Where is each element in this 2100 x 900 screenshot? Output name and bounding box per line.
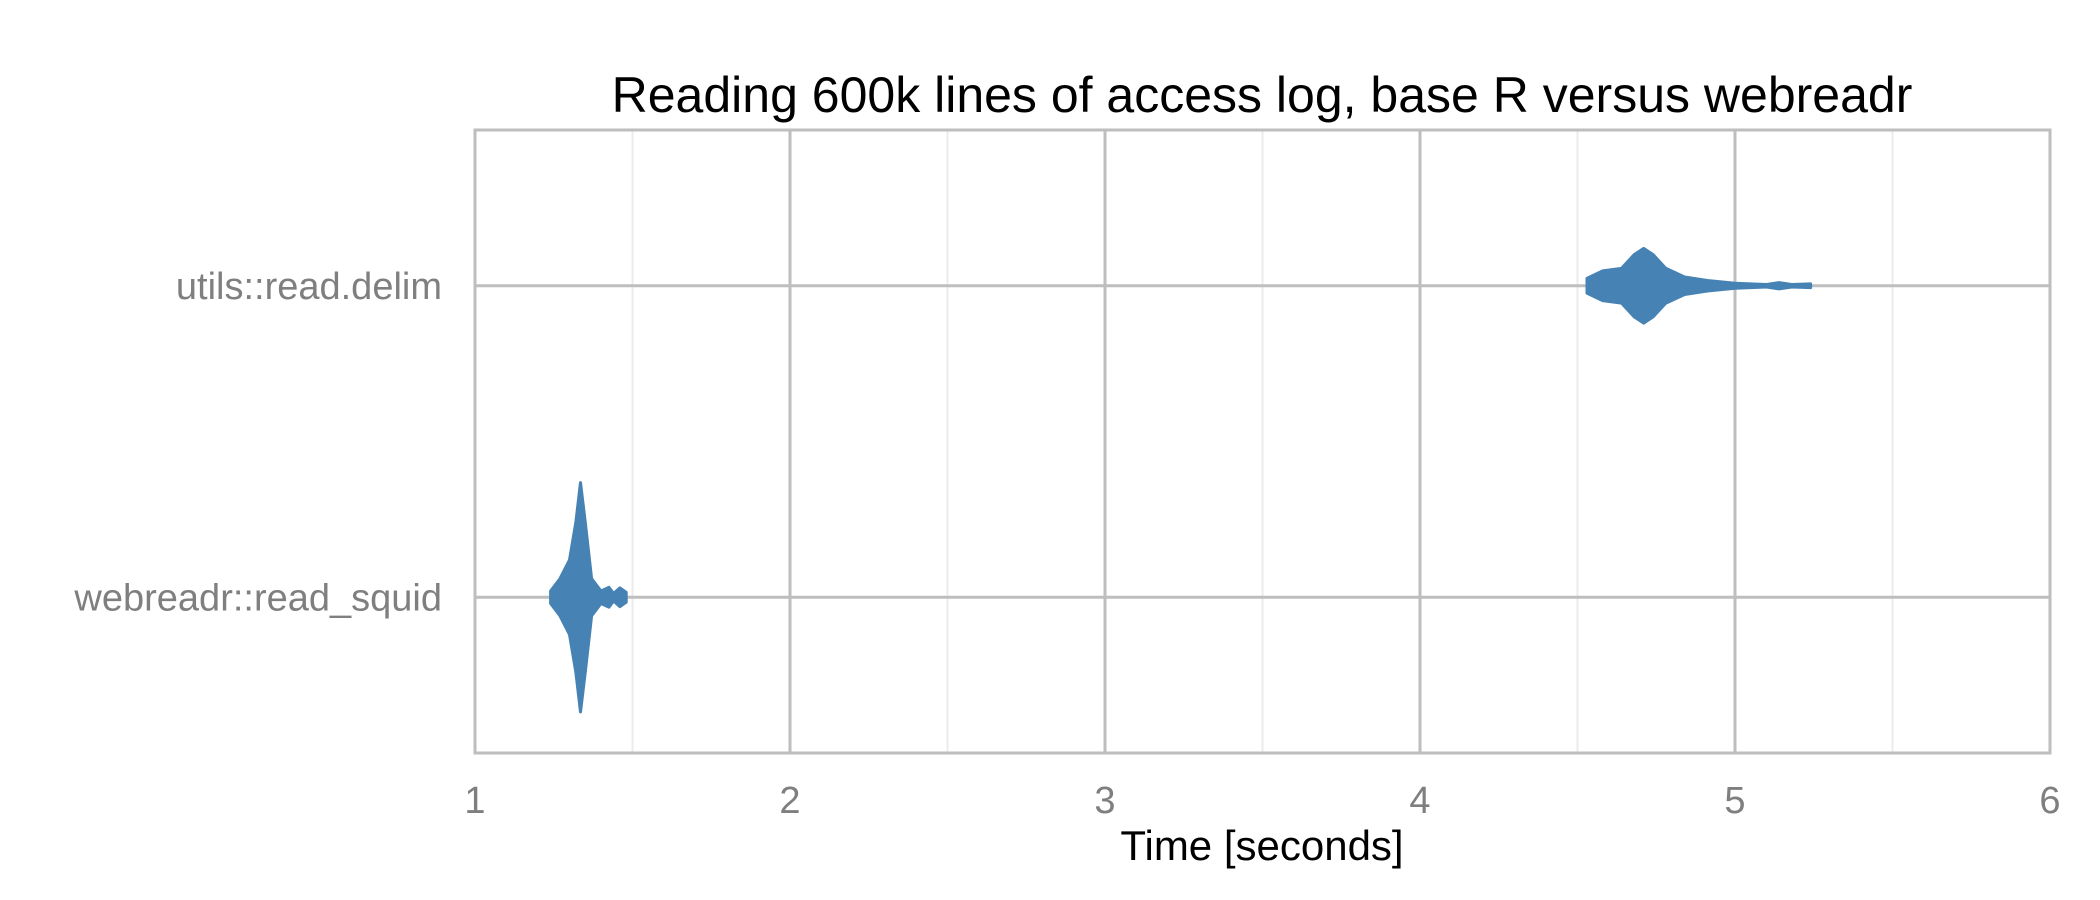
chart-title: Reading 600k lines of access log, base R… [612, 67, 1913, 123]
x-tick-label: 6 [2039, 780, 2060, 822]
x-tick-label: 5 [1724, 780, 1745, 822]
x-axis-ticks: 1 2 3 4 5 6 [464, 780, 2060, 822]
x-tick-label: 3 [1094, 780, 1115, 822]
plot-panel-border [473, 128, 2052, 755]
grid [475, 130, 2050, 753]
x-axis-label: Time [seconds] [1120, 822, 1403, 869]
violin-webreadr::read_squid [549, 481, 628, 714]
x-tick-label: 2 [779, 780, 800, 822]
category-label: webreadr::read_squid [73, 577, 442, 619]
category-label: utils::read.delim [176, 266, 442, 308]
violins [549, 246, 1813, 714]
x-tick-label: 1 [464, 780, 485, 822]
x-tick-label: 4 [1409, 780, 1430, 822]
violin-utils::read.delim [1585, 246, 1813, 325]
